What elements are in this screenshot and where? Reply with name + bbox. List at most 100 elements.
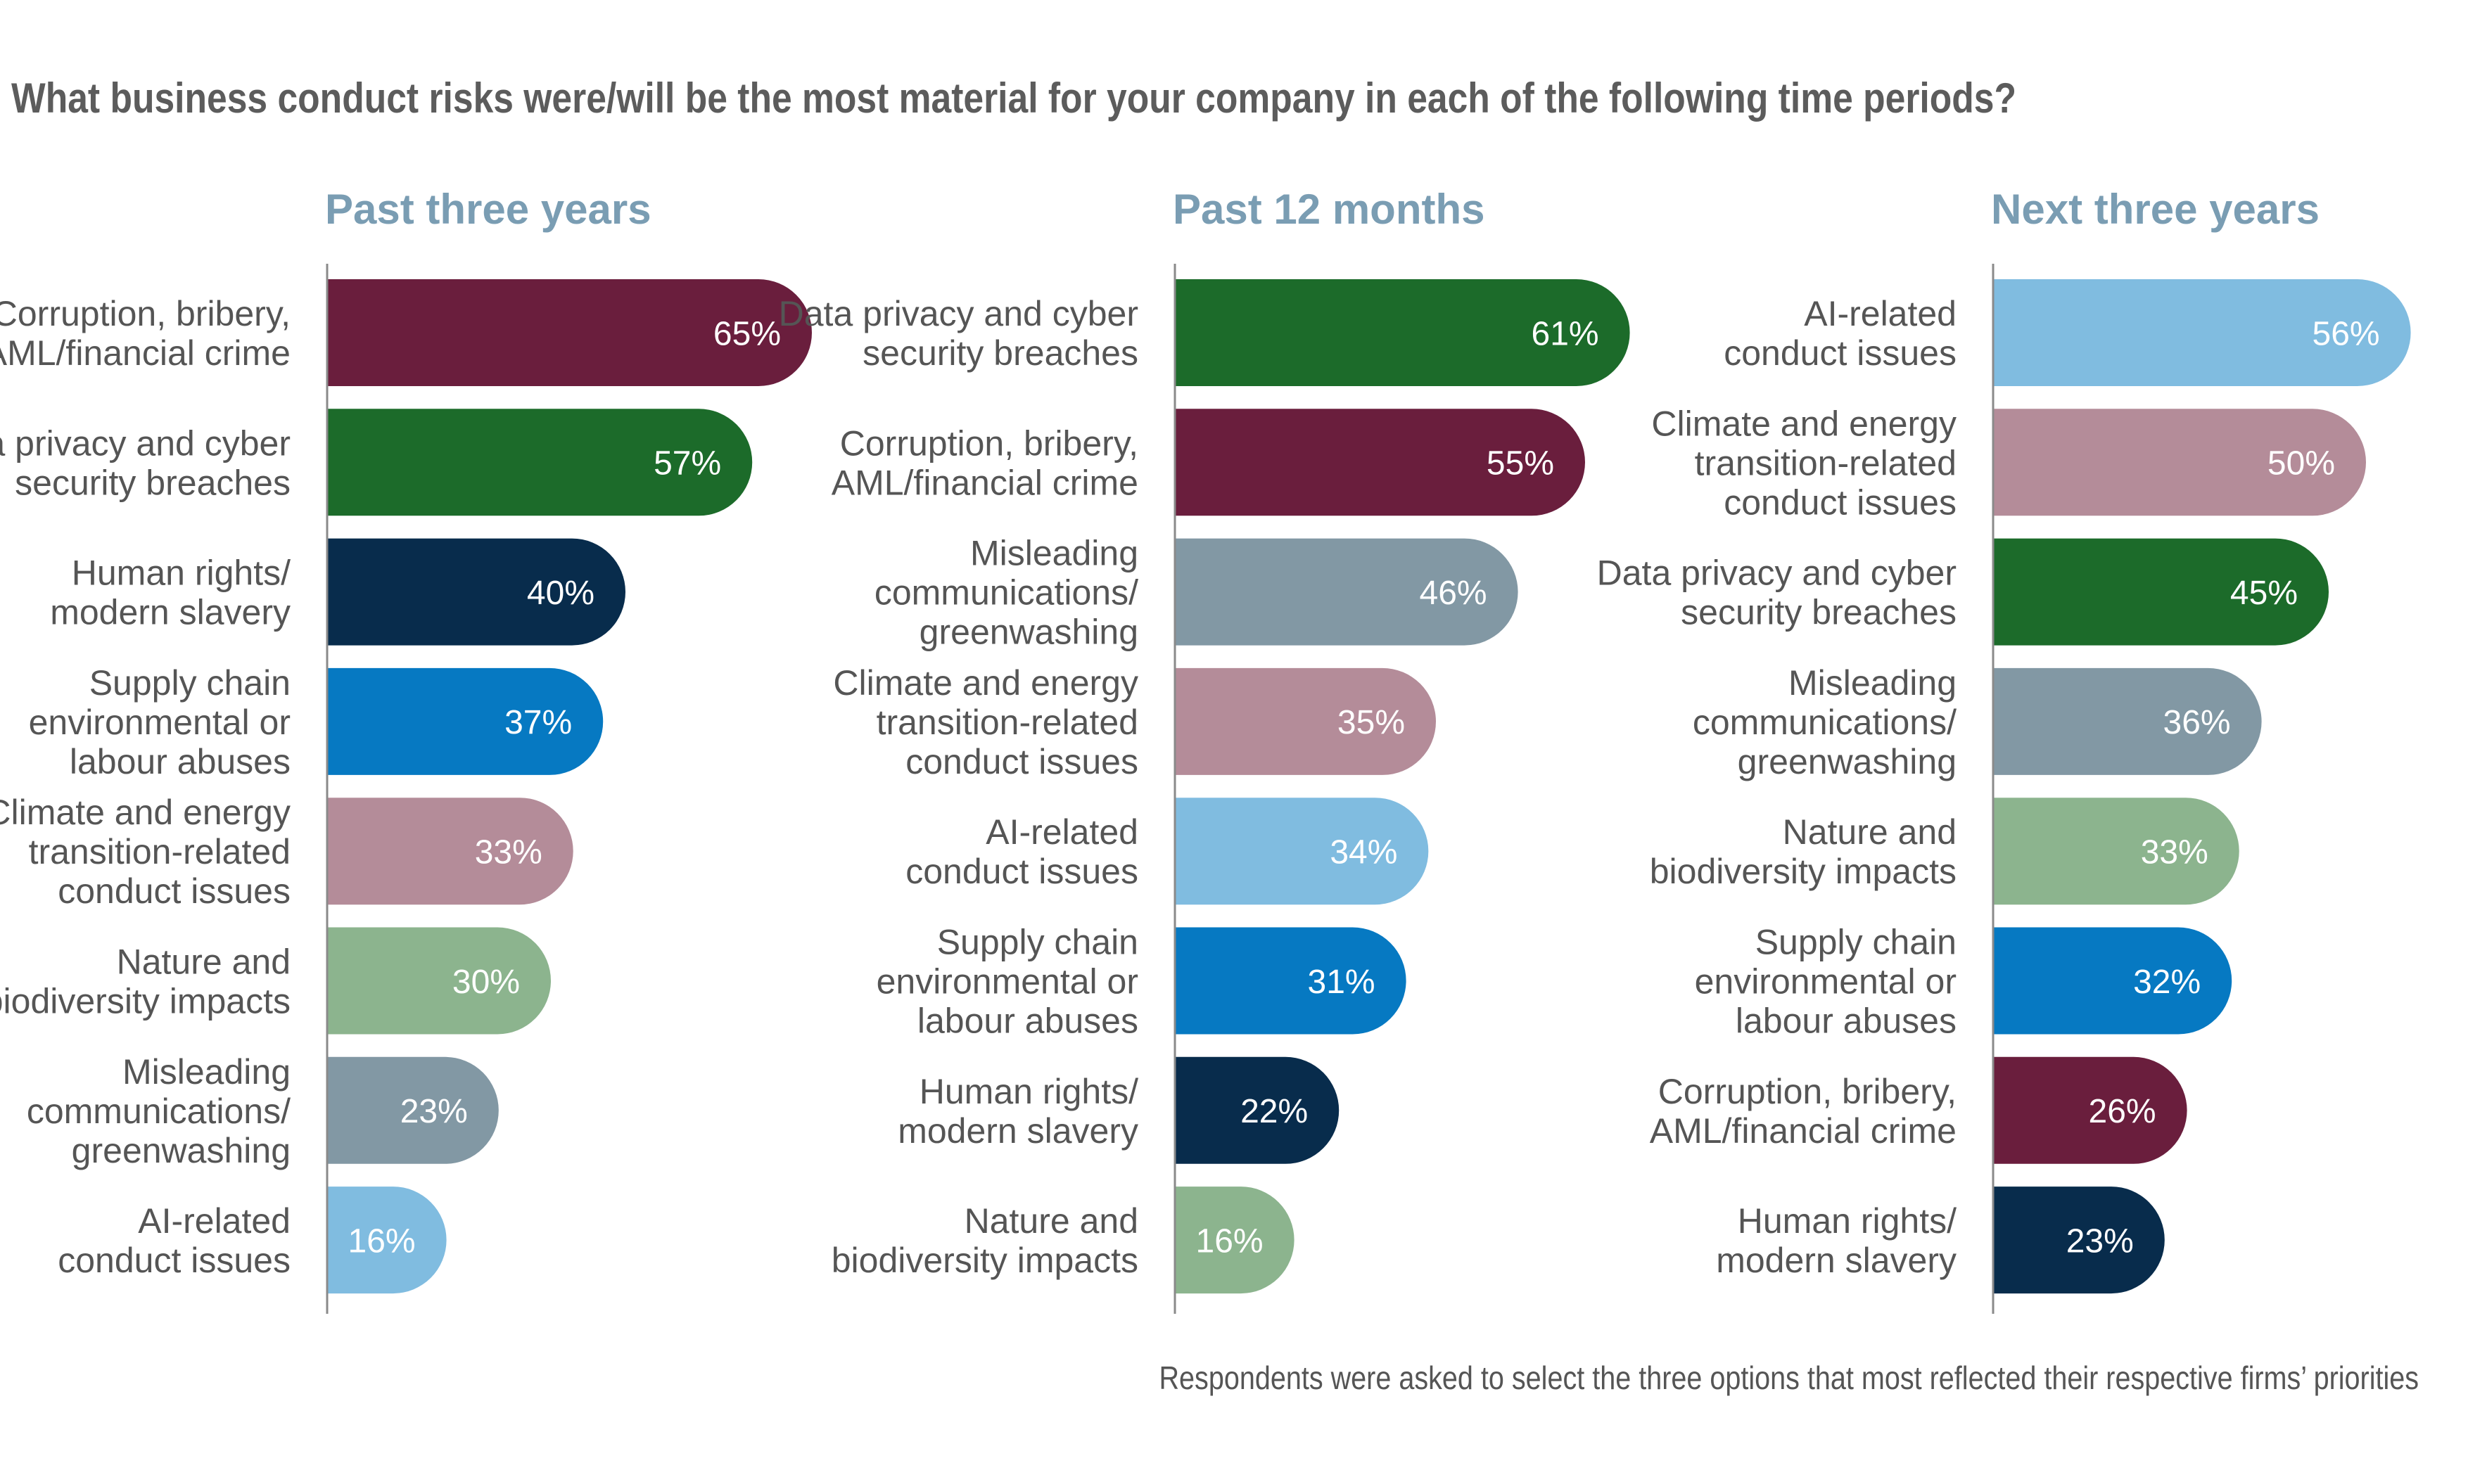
bar-next-three-years-supply-chain-environmental-or-labour-abuses [1993, 927, 2232, 1035]
bar-past-three-years-corruption-bribery-aml-financial-crime [327, 279, 812, 386]
value-label-past-three-years-climate-and-energy-transition-related-conduct-issues: 33% [475, 833, 542, 871]
category-label-line: AI-related [1804, 294, 1957, 333]
category-label-line: greenwashing [72, 1131, 291, 1170]
category-label-line: conduct issues [905, 742, 1138, 781]
category-label-line: Data privacy and cyber [779, 294, 1138, 333]
category-label-line: AML/financial crime [0, 333, 291, 373]
category-label-next-three-years-corruption-bribery-aml-financial-crime: Corruption, bribery, AML/financial crime [1650, 1072, 1957, 1151]
category-label-line: Supply chain [1755, 923, 1957, 962]
category-label-past-12-months-ai-related-conduct-issues: AI-related conduct issues [905, 812, 1138, 891]
category-label-line: Human rights/ [920, 1072, 1138, 1111]
bar-next-three-years-nature-and-biodiversity-impacts [1993, 798, 2239, 905]
value-label-next-three-years-nature-and-biodiversity-impacts: 33% [2141, 833, 2208, 871]
bar-next-three-years-ai-related-conduct-issues [1993, 279, 2411, 386]
category-label-line: AML/financial crime [1650, 1111, 1957, 1151]
value-label-past-three-years-human-rights-modern-slavery: 40% [527, 575, 594, 612]
bar-next-three-years-climate-and-energy-transition-related-conduct-issues [1993, 409, 2366, 516]
category-label-line: Climate and energy [1651, 404, 1957, 443]
value-label-past-12-months-human-rights-modern-slavery: 22% [1240, 1093, 1308, 1130]
category-label-past-three-years-corruption-bribery-aml-financial-crime: Corruption, bribery, AML/financial crime [0, 294, 291, 373]
bar-past-12-months-ai-related-conduct-issues [1175, 798, 1429, 905]
bar-past-three-years-ai-related-conduct-issues [327, 1186, 447, 1294]
category-label-line: Data privacy and cyber [1597, 554, 1957, 593]
category-label-line: Human rights/ [1738, 1201, 1957, 1241]
footnote: Respondents were asked to select the thr… [1159, 1360, 2419, 1396]
bar-next-three-years-corruption-bribery-aml-financial-crime [1993, 1056, 2187, 1164]
category-label-next-three-years-human-rights-modern-slavery: Human rights/modern slavery [1716, 1201, 1957, 1280]
value-label-next-three-years-misleading-communications-greenwashing: 36% [2163, 704, 2231, 741]
bar-next-three-years-human-rights-modern-slavery [1993, 1186, 2165, 1294]
category-label-line: Nature and [1783, 812, 1957, 852]
value-label-past-three-years-corruption-bribery-aml-financial-crime: 65% [713, 315, 781, 352]
category-label-past-three-years-supply-chain-environmental-or-labour-abuses: Supply chain environmental or labour abuse… [29, 663, 291, 781]
category-label-line: Data privacy and cyber [0, 423, 291, 463]
category-label-next-three-years-climate-and-energy-transition-related-conduct-issues: Climate and energy transition-related cond… [1651, 404, 1957, 522]
category-label-line: modern slavery [1716, 1241, 1957, 1280]
bar-past-12-months-data-privacy-and-cyber-security-breaches [1175, 279, 1630, 386]
category-label-past-12-months-nature-and-biodiversity-impacts: Nature and biodiversity impacts [832, 1201, 1138, 1280]
value-label-past-12-months-misleading-communications-greenwashing: 46% [1420, 575, 1487, 612]
value-label-next-three-years-supply-chain-environmental-or-labour-abuses: 32% [2133, 964, 2201, 1001]
category-label-past-12-months-human-rights-modern-slavery: Human rights/modern slavery [898, 1072, 1138, 1151]
category-label-line: labour abuses [70, 742, 291, 781]
category-label-past-12-months-data-privacy-and-cyber-security-breaches: Data privacy and cyber security breaches [779, 294, 1138, 373]
category-label-line: labour abuses [917, 1002, 1138, 1041]
category-label-line: Supply chain [89, 663, 291, 703]
panel-title-past-12-months: Past 12 months [1173, 186, 1484, 233]
category-label-line: security breaches [1681, 593, 1957, 632]
category-label-line: conduct issues [1724, 333, 1957, 373]
bar-past-12-months-human-rights-modern-slavery [1175, 1056, 1340, 1164]
category-label-past-three-years-human-rights-modern-slavery: Human rights/modern slavery [50, 554, 291, 632]
category-label-past-12-months-misleading-communications-greenwashing: Misleading communications/greenwashing [874, 534, 1138, 652]
category-label-line: biodiversity impacts [0, 982, 291, 1021]
value-label-past-12-months-corruption-bribery-aml-financial-crime: 55% [1487, 445, 1554, 482]
category-label-past-12-months-climate-and-energy-transition-related-conduct-issues: Climate and energy transition-related cond… [833, 663, 1138, 781]
chart-title: What business conduct risks were/will be… [11, 75, 2016, 122]
value-label-next-three-years-climate-and-energy-transition-related-conduct-issues: 50% [2267, 445, 2335, 482]
category-label-line: Misleading [1788, 663, 1957, 703]
category-label-past-12-months-corruption-bribery-aml-financial-crime: Corruption, bribery, AML/financial crime [832, 423, 1138, 502]
category-label-line: AI-related [138, 1201, 291, 1241]
bar-next-three-years-misleading-communications-greenwashing [1993, 667, 2262, 775]
category-label-line: greenwashing [920, 613, 1138, 652]
value-label-past-12-months-supply-chain-environmental-or-labour-abuses: 31% [1308, 964, 1375, 1001]
bar-past-three-years-nature-and-biodiversity-impacts [327, 927, 551, 1035]
value-label-next-three-years-corruption-bribery-aml-financial-crime: 26% [2089, 1093, 2156, 1130]
bar-past-12-months-climate-and-energy-transition-related-conduct-issues [1175, 667, 1436, 775]
category-label-line: conduct issues [905, 852, 1138, 891]
category-label-line: conduct issues [58, 871, 291, 911]
category-label-line: transition-related [29, 832, 291, 871]
category-label-next-three-years-ai-related-conduct-issues: AI-related conduct issues [1724, 294, 1957, 373]
value-label-past-three-years-nature-and-biodiversity-impacts: 30% [452, 964, 520, 1001]
category-label-past-three-years-ai-related-conduct-issues: AI-related conduct issues [58, 1201, 291, 1280]
value-label-past-three-years-misleading-communications-greenwashing: 23% [400, 1093, 468, 1130]
value-label-past-12-months-data-privacy-and-cyber-security-breaches: 61% [1532, 315, 1599, 352]
bar-past-12-months-corruption-bribery-aml-financial-crime [1175, 409, 1585, 516]
bar-past-three-years-human-rights-modern-slavery [327, 538, 625, 646]
category-label-line: security breaches [863, 333, 1138, 373]
category-label-line: transition-related [1695, 443, 1957, 482]
category-label-line: Climate and energy [0, 793, 291, 832]
category-label-line: modern slavery [898, 1111, 1138, 1151]
category-label-line: Climate and energy [833, 663, 1138, 703]
category-label-line: Corruption, bribery, [1658, 1072, 1957, 1111]
bar-past-three-years-data-privacy-and-cyber-security-breaches [327, 409, 753, 516]
category-label-line: environmental or [1695, 962, 1957, 1002]
bar-past-three-years-supply-chain-environmental-or-labour-abuses [327, 667, 604, 775]
value-label-past-three-years-ai-related-conduct-issues: 16% [348, 1222, 416, 1260]
category-label-line: security breaches [15, 463, 291, 502]
category-label-line: environmental or [877, 962, 1138, 1002]
category-label-next-three-years-supply-chain-environmental-or-labour-abuses: Supply chain environmental or labour abuse… [1695, 923, 1957, 1041]
bar-past-three-years-climate-and-energy-transition-related-conduct-issues [327, 798, 573, 905]
category-label-line: communications/ [1693, 703, 1957, 742]
category-label-line: Supply chain [937, 923, 1138, 962]
category-label-line: Human rights/ [72, 554, 291, 593]
category-label-line: communications/ [27, 1092, 291, 1131]
category-label-line: transition-related [877, 703, 1138, 742]
bar-past-12-months-supply-chain-environmental-or-labour-abuses [1175, 927, 1406, 1035]
category-label-line: AI-related [986, 812, 1138, 852]
category-label-line: Corruption, bribery, [0, 294, 291, 333]
category-label-line: Misleading [122, 1052, 291, 1092]
